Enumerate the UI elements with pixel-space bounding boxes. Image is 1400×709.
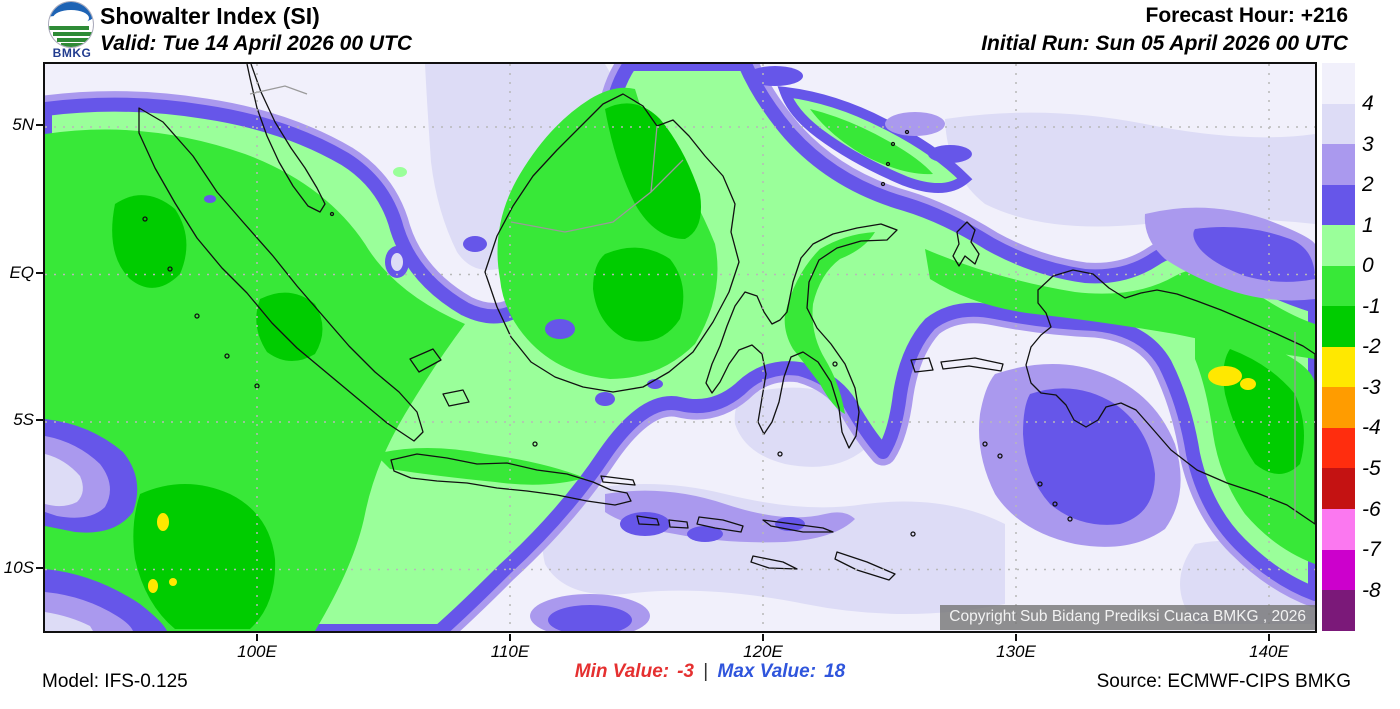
legend-label: 2	[1362, 173, 1374, 197]
x-tick-mark	[1268, 634, 1270, 641]
legend-label: 1	[1362, 213, 1374, 237]
legend-swatch	[1322, 144, 1355, 185]
y-tick-label: 5S	[13, 410, 34, 429]
legend-swatch	[1322, 265, 1355, 307]
legend-label: -7	[1362, 538, 1381, 562]
page-title: Showalter Index (SI)	[100, 3, 320, 29]
initial-run: Initial Run: Sun 05 April 2026 00 UTC	[981, 32, 1348, 55]
y-tick-mark	[36, 419, 43, 421]
x-tick-mark	[1015, 634, 1017, 641]
bmkg-logo-icon	[48, 1, 94, 48]
x-tick-mark	[256, 634, 258, 641]
x-tick-label: 120E	[743, 642, 783, 661]
y-tick-mark	[36, 566, 43, 569]
x-tick-label: 140E	[1249, 642, 1289, 661]
legend-label: 3	[1362, 132, 1374, 156]
model-label: Model: IFS-0.125	[42, 671, 188, 692]
max-value-label: Max Value:	[717, 661, 817, 682]
legend-swatch	[1322, 103, 1355, 145]
legend-swatch	[1322, 387, 1355, 428]
legend-swatch	[1322, 590, 1355, 631]
legend-swatch	[1322, 427, 1355, 469]
y-tick-mark	[36, 271, 43, 274]
y-tick-label: 5N	[12, 115, 34, 134]
legend-label: 4	[1362, 92, 1374, 116]
x-tick-label: 130E	[996, 642, 1036, 661]
x-tick-label: 100E	[237, 642, 277, 661]
bmkg-logo: BMKG	[46, 1, 98, 61]
min-value-label: Min Value:	[574, 661, 670, 682]
bmkg-logo-label: BMKG	[52, 46, 92, 60]
forecast-hour: Forecast Hour: +216	[1145, 4, 1349, 27]
title-block: Showalter Index (SI) Valid: Tue 14 April…	[100, 2, 412, 57]
weather-contour-map	[45, 64, 1315, 631]
minmax-separator: |	[703, 661, 709, 682]
min-value: -3	[677, 661, 694, 682]
source-label: Source: ECMWF-CIPS BMKG	[1096, 671, 1351, 692]
legend-label: -4	[1362, 416, 1381, 440]
coastlines	[138, 64, 1315, 581]
valid-time: Valid: Tue 14 April 2026 00 UTC	[100, 32, 413, 55]
color-scale	[1322, 63, 1355, 631]
y-tick-label: 10S	[3, 557, 34, 577]
legend-swatch	[1322, 468, 1355, 510]
legend-swatch	[1322, 225, 1355, 266]
legend-swatch	[1322, 549, 1355, 591]
y-tick-label: EQ	[9, 262, 34, 282]
max-value: 18	[824, 661, 846, 682]
legend-label: -1	[1362, 294, 1381, 318]
x-tick-mark	[762, 634, 764, 641]
legend-label: -3	[1362, 375, 1381, 399]
x-tick-mark	[509, 634, 511, 641]
legend-label: -8	[1362, 578, 1381, 602]
y-tick-mark	[36, 124, 43, 126]
copyright-watermark: Copyright Sub Bidang Prediksi Cuaca BMKG…	[940, 605, 1315, 630]
legend-label: -6	[1362, 497, 1381, 521]
x-tick-label: 110E	[490, 642, 530, 661]
legend-swatch	[1322, 509, 1355, 550]
legend-swatch	[1322, 184, 1355, 226]
map-panel: Copyright Sub Bidang Prediksi Cuaca BMKG…	[43, 62, 1317, 633]
legend-label: -2	[1362, 335, 1381, 359]
legend-label: -5	[1362, 457, 1381, 480]
legend-swatch	[1322, 63, 1355, 104]
legend-swatch	[1322, 306, 1355, 347]
country-borders	[249, 85, 1296, 519]
minmax-line: Min Value: -3 | Max Value: 18	[400, 661, 1020, 683]
legend-label: 0	[1362, 254, 1374, 278]
legend-swatch	[1322, 346, 1355, 388]
run-block: Forecast Hour: +216 Initial Run: Sun 05 …	[981, 2, 1348, 57]
